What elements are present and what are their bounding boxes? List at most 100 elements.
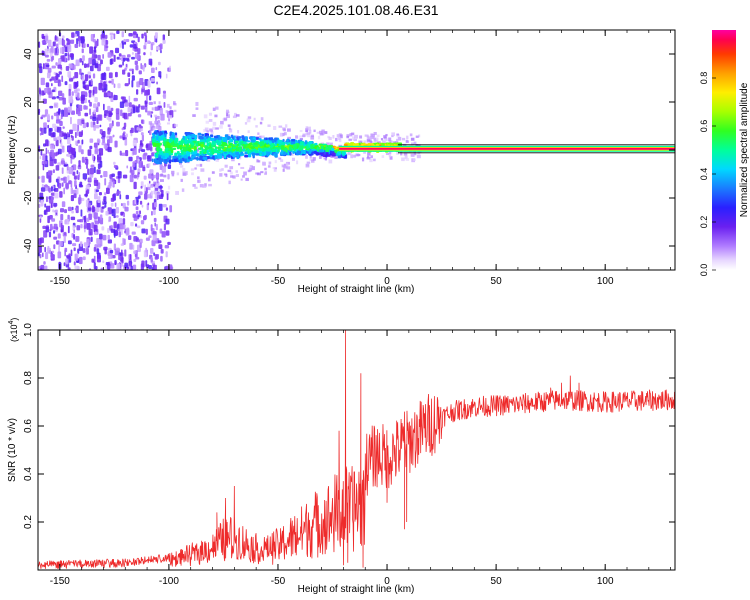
noise-cell <box>127 72 131 78</box>
noise-cell <box>93 166 96 174</box>
noise-cell <box>96 139 101 144</box>
snr-y-scale-label: (x104) <box>8 318 19 342</box>
noise-cell <box>139 242 142 248</box>
halo-cell <box>367 136 371 140</box>
noise-cell <box>96 254 102 263</box>
noise-cell <box>72 225 75 231</box>
noise-cell <box>92 116 97 122</box>
noise-cell <box>119 223 124 230</box>
noise-cell <box>129 44 133 48</box>
noise-cell <box>89 167 94 175</box>
snr-series-line <box>38 330 675 569</box>
noise-cell <box>101 226 105 231</box>
halo-cell <box>396 151 400 155</box>
noise-cell <box>67 44 72 53</box>
noise-cell <box>130 222 134 227</box>
noise-cell <box>71 110 76 115</box>
scatter-cell <box>180 140 184 145</box>
halo-cell <box>352 136 355 140</box>
noise-cell <box>90 121 94 128</box>
noise-cell <box>169 205 173 213</box>
halo-cell <box>312 157 316 161</box>
noise-cell <box>150 259 153 263</box>
noise-cell <box>107 92 112 97</box>
noise-cell <box>137 114 142 118</box>
scatter-cell <box>191 133 196 138</box>
noise-cell <box>113 54 116 63</box>
noise-cell <box>58 58 62 64</box>
noise-cell <box>123 99 128 103</box>
halo-cell <box>153 151 158 154</box>
halo-cell <box>159 165 162 170</box>
noise-cell <box>147 80 151 88</box>
scatter-cell <box>211 149 215 155</box>
halo-cell <box>231 157 235 162</box>
noise-cell <box>115 207 120 214</box>
noise-cell <box>44 203 47 208</box>
noise-cell <box>41 90 45 96</box>
noise-cell <box>111 173 115 177</box>
noise-cell <box>64 258 69 265</box>
noise-cell <box>80 209 83 217</box>
noise-cell <box>156 87 161 95</box>
scatter-cell <box>177 155 182 158</box>
noise-cell <box>72 123 77 131</box>
halo-cell <box>244 122 248 125</box>
halo-cell <box>203 114 208 119</box>
noise-cell <box>78 39 81 47</box>
noise-cell <box>140 181 144 188</box>
halo-cell <box>151 127 155 131</box>
noise-cell <box>128 77 130 85</box>
halo-cell <box>210 131 214 135</box>
halo-cell <box>243 171 247 176</box>
noise-cell <box>73 193 77 199</box>
noise-cell <box>76 187 79 195</box>
noise-cell <box>114 261 117 265</box>
noise-cell <box>99 129 103 135</box>
scatter-cell <box>206 135 210 138</box>
halo-cell <box>153 174 156 179</box>
noise-cell <box>74 140 78 146</box>
noise-cell <box>141 134 144 142</box>
noise-cell <box>144 79 149 86</box>
halo-cell <box>235 170 238 173</box>
scatter-cell <box>174 140 178 144</box>
noise-cell <box>64 231 66 236</box>
halo-cell <box>410 137 415 141</box>
noise-cell <box>132 140 137 147</box>
noise-cell <box>151 67 155 73</box>
halo-cell <box>237 130 240 134</box>
noise-cell <box>93 212 98 219</box>
x-tick-label: -50 <box>271 276 286 287</box>
noise-cell <box>153 264 157 270</box>
noise-cell <box>101 206 105 209</box>
noise-cell <box>102 130 106 138</box>
noise-cell <box>150 184 154 188</box>
noise-cell <box>89 173 94 178</box>
halo-cell <box>226 114 230 118</box>
scatter-cell <box>304 140 308 145</box>
noise-cell <box>60 141 63 148</box>
scatter-cell <box>280 151 284 155</box>
noise-cell <box>52 132 56 138</box>
noise-cell <box>61 145 65 153</box>
halo-cell <box>364 134 369 137</box>
noise-cell <box>132 161 136 168</box>
noise-cell <box>62 126 65 129</box>
halo-cell <box>310 136 315 140</box>
noise-cell <box>89 115 93 120</box>
halo-cell <box>173 101 176 105</box>
halo-cell <box>212 107 216 111</box>
halo-cell <box>388 137 392 142</box>
noise-cell <box>88 90 92 98</box>
x-tick-label: -150 <box>50 576 70 587</box>
noise-cell <box>109 32 114 36</box>
noise-cell <box>68 95 73 104</box>
noise-cell <box>54 35 57 41</box>
noise-cell <box>51 55 55 61</box>
halo-cell <box>385 133 388 137</box>
halo-cell <box>296 160 299 165</box>
halo-cell <box>230 175 234 178</box>
halo-cell <box>326 142 330 146</box>
noise-cell <box>162 92 167 99</box>
